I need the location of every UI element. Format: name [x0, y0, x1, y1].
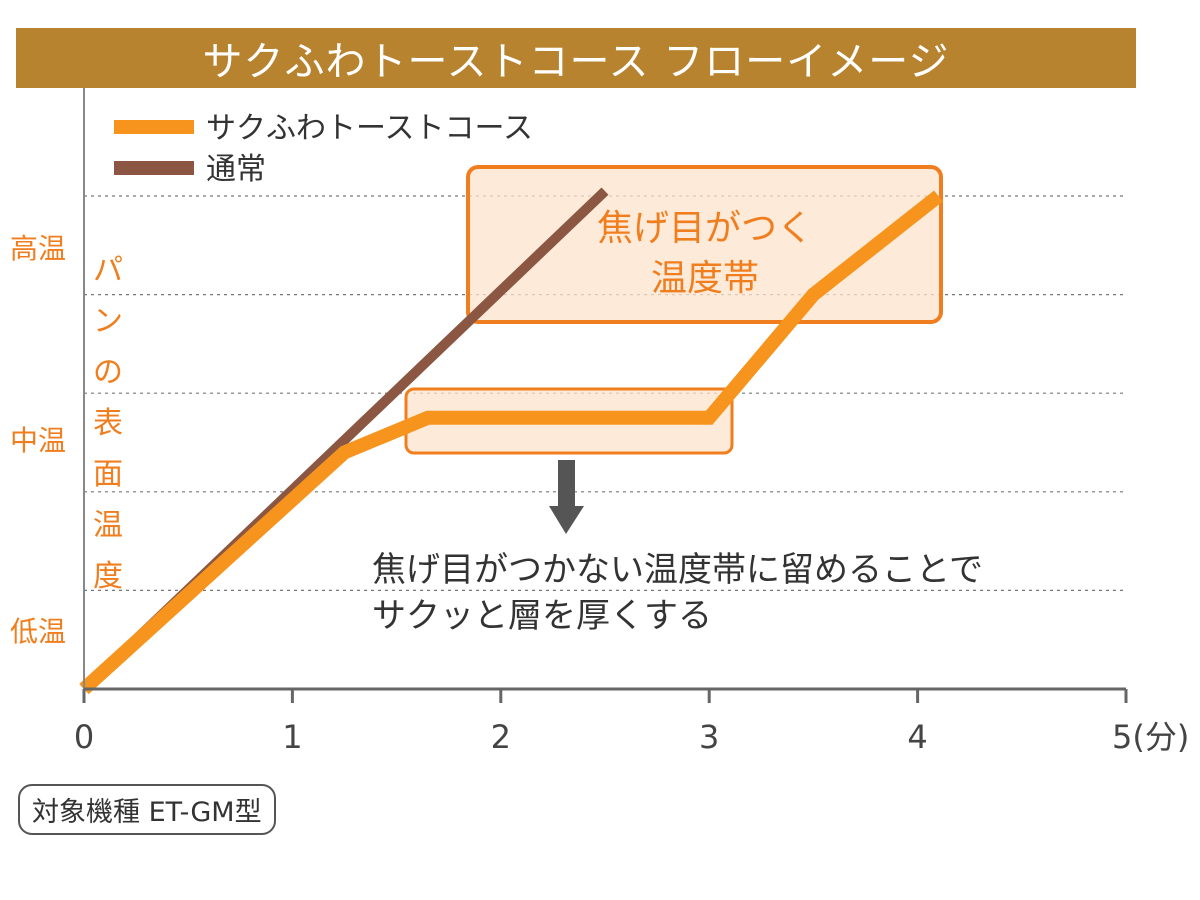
x-tick-label: 1: [282, 718, 302, 756]
y-tick-label: 低温: [10, 615, 66, 648]
y-axis-label-char: 面: [93, 457, 123, 492]
arrow-shaft: [558, 460, 575, 508]
y-axis-label-char: の: [93, 355, 123, 390]
x-tick-label: 2: [491, 718, 511, 756]
legend-label: 通常: [206, 152, 266, 187]
y-axis-label-char: 温: [93, 508, 123, 543]
y-axis-label-char: 表: [93, 406, 123, 441]
series-lines: [79, 187, 943, 695]
y-tick-label: 高温: [10, 232, 66, 265]
x-tick-label: 0: [74, 718, 94, 756]
chart-title: サクふわトーストコース フローイメージ: [16, 28, 1136, 88]
browning-zone-label: 温度帯: [651, 258, 759, 299]
x-tick-label: 3: [699, 718, 719, 756]
legend-swatch: [114, 120, 194, 134]
explanation-text: 焦げ目がつかない温度帯に留めることで: [372, 550, 983, 590]
legend-swatch: [114, 161, 194, 175]
series-line-0: [79, 190, 943, 695]
axes: [82, 88, 1128, 703]
x-tick-label: 4: [907, 718, 927, 756]
y-axis-label-char: ン: [93, 304, 123, 339]
model-note: 対象機種 ET-GM型: [18, 784, 276, 835]
browning-zone-label: 焦げ目がつく: [597, 208, 813, 249]
y-tick-label: 中温: [10, 424, 66, 457]
y-axis-label-char: パ: [93, 253, 123, 288]
legend-label: サクふわトーストコース: [206, 111, 533, 146]
explanation-text: サクッと層を厚くする: [372, 596, 712, 636]
down-arrow-icon: [549, 506, 584, 534]
y-axis-label-char: 度: [93, 559, 123, 594]
x-tick-label: 5(分): [1112, 718, 1189, 756]
